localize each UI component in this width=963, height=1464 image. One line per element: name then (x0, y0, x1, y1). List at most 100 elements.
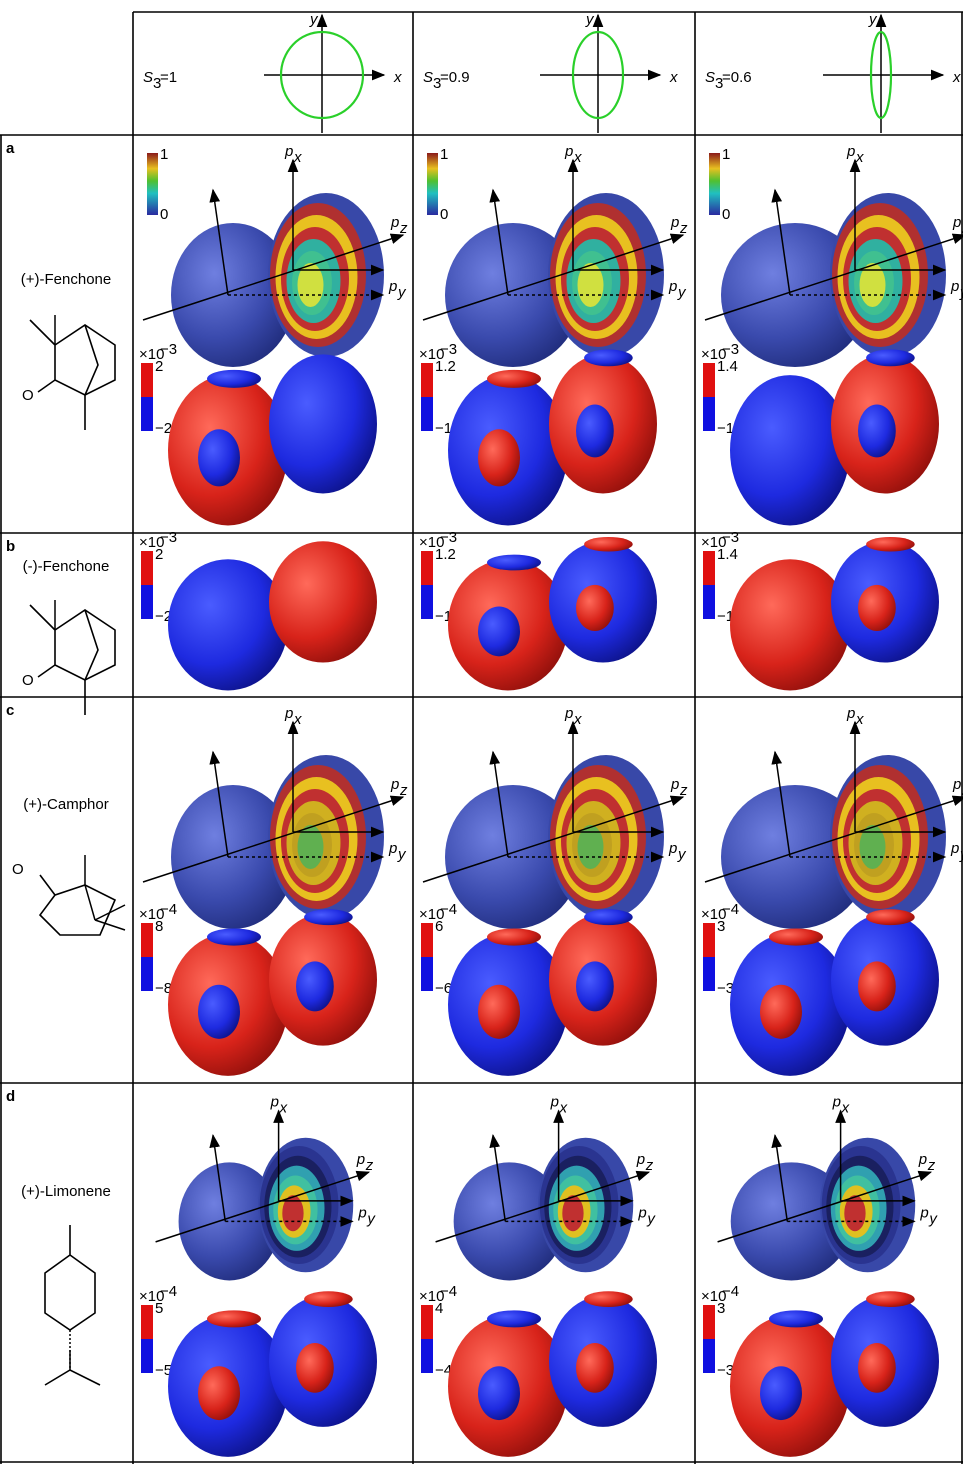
difference-max: 2 (155, 546, 163, 563)
panel-letter: b (6, 538, 15, 555)
axis-y-label: y (868, 11, 878, 28)
difference-feature (478, 984, 520, 1039)
difference-lobe (269, 541, 377, 663)
scale-exponent: −3 (722, 529, 739, 546)
panel-letter: a (6, 140, 15, 157)
difference-max: 4 (435, 1300, 443, 1317)
difference-feature (198, 429, 240, 487)
axis (771, 1133, 789, 1222)
scale-exponent: −4 (160, 901, 177, 918)
difference-colorbar (141, 1305, 153, 1373)
scale-base: ×10 (701, 906, 726, 923)
difference-cap (769, 928, 823, 946)
pad-ring (562, 1195, 584, 1232)
pad-ring (859, 825, 886, 869)
momentum-subscript: y (397, 284, 407, 301)
momentum-subscript: z (679, 220, 688, 237)
bond (84, 324, 99, 430)
scale-base: ×10 (139, 1288, 164, 1305)
difference-colorbar (421, 551, 433, 619)
bond (29, 604, 116, 681)
momentum-symbol: p (564, 143, 573, 160)
difference-min: −4 (435, 1362, 452, 1379)
scale-exponent: −3 (440, 529, 457, 546)
momentum-symbol: p (668, 840, 677, 857)
difference-colorbar (703, 1305, 715, 1373)
difference-feature (478, 1366, 520, 1421)
axis-x-label: x (669, 69, 678, 86)
scale-base: ×10 (139, 534, 164, 551)
pad-colorbar-max: 1 (160, 146, 168, 163)
pad-sphere (171, 785, 295, 929)
pad-ring (282, 1195, 304, 1232)
value: =1 (160, 69, 177, 86)
pad-colorbar-min: 0 (160, 206, 168, 223)
scale-exponent: −3 (160, 341, 177, 358)
difference-max: 3 (717, 1300, 725, 1317)
difference-colorbar (703, 923, 715, 991)
axis-y-label: y (309, 11, 319, 28)
momentum-symbol: p (388, 840, 397, 857)
polarization-ellipse (869, 30, 893, 120)
difference-lobe (168, 559, 288, 691)
pad-sphere (445, 785, 581, 929)
difference-cap (866, 909, 915, 926)
pad-colorbar-min: 0 (722, 206, 730, 223)
momentum-subscript: y (397, 846, 407, 863)
difference-feature (576, 404, 614, 458)
pad-sphere (171, 223, 295, 367)
axis (771, 188, 791, 296)
momentum-symbol: p (284, 143, 293, 160)
scale-base: ×10 (419, 534, 444, 551)
difference-cap (207, 1310, 261, 1328)
bond (44, 1369, 101, 1386)
momentum-symbol: p (950, 278, 959, 295)
momentum-symbol: p (390, 776, 399, 793)
pad-ring (844, 1195, 866, 1232)
pad-colorbar (709, 153, 720, 215)
difference-colorbar (141, 923, 153, 991)
momentum-symbol: p (832, 1094, 841, 1111)
momentum-symbol: p (550, 1094, 559, 1111)
difference-max: 6 (435, 918, 443, 935)
momentum-subscript: x (559, 1100, 568, 1117)
difference-cap (584, 349, 633, 367)
difference-lobe (730, 559, 850, 691)
difference-max: 1.2 (435, 546, 456, 563)
momentum-subscript: z (927, 1157, 936, 1174)
axis (209, 1133, 227, 1222)
difference-cap (584, 909, 633, 926)
axis-y-label: y (585, 11, 595, 28)
difference-colorbar (141, 551, 153, 619)
difference-feature (478, 429, 520, 487)
difference-min: −3 (717, 980, 734, 997)
axis (155, 1170, 371, 1243)
difference-feature (858, 404, 896, 458)
difference-max: 1.2 (435, 358, 456, 375)
atom-label: O (12, 861, 24, 878)
difference-cap (487, 369, 541, 388)
momentum-symbol: p (270, 1094, 279, 1111)
value: =0.9 (440, 69, 470, 86)
symbol: S (705, 69, 715, 86)
scale-base: ×10 (419, 1288, 444, 1305)
difference-max: 8 (155, 918, 163, 935)
pad-sphere (178, 1162, 281, 1281)
momentum-subscript: y (677, 284, 687, 301)
scale-exponent: −3 (440, 341, 457, 358)
momentum-subscript: z (961, 220, 963, 237)
momentum-symbol: p (357, 1204, 366, 1221)
panel-letter: d (6, 1088, 15, 1105)
momentum-subscript: z (399, 220, 408, 237)
momentum-symbol: p (390, 214, 399, 231)
polarization-ellipse (571, 30, 625, 120)
pad-ring (297, 263, 324, 307)
bond (37, 379, 56, 393)
momentum-symbol: p (670, 776, 679, 793)
axis (209, 750, 229, 858)
scale-base: ×10 (419, 906, 444, 923)
momentum-subscript: x (573, 711, 582, 728)
pad-ring (577, 263, 604, 307)
difference-cap (487, 928, 541, 946)
